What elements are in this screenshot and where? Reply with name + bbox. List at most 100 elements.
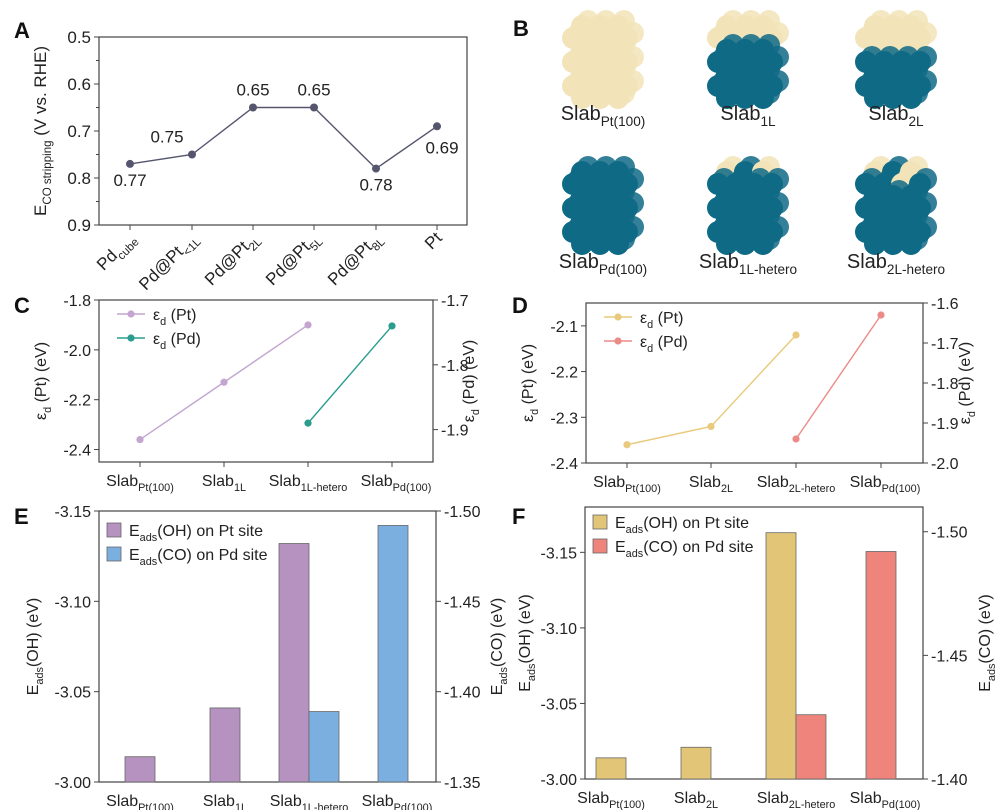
y-right-axis-label: Eads(CO) (eV) (977, 594, 996, 692)
y-right-tick-label: -1.9 (931, 416, 959, 433)
slab-structure (855, 10, 937, 109)
y-left-tick-label: -2.4 (550, 456, 578, 473)
y-right-tick-label: -1.45 (444, 594, 481, 611)
y-left-tick-label: -3.00 (55, 775, 92, 792)
x-tick-label: Slab1L (202, 473, 246, 494)
slab-structure (707, 156, 789, 255)
panel-a: 0.5 0.6 0.7 0.8 0.9 ECO stripping (V vs. RHE)… (31, 28, 468, 297)
legend-marker (614, 337, 622, 345)
y-left-tick-label: -2.4 (63, 443, 91, 460)
y-right-tick-label: -1.50 (444, 504, 481, 521)
x-tick-label: Slab1L-hetero (269, 473, 348, 494)
data-point (388, 322, 396, 330)
panel-letter: E (14, 504, 29, 529)
slab-structure (855, 156, 937, 255)
x-tick-label: Slab2L-hetero (757, 790, 836, 810)
panel-e: -3.15 -3.10 -3.05 -3.00 -1.50 -1.45 -1.40 -1.35… (25, 504, 510, 810)
pd-atom (734, 233, 756, 255)
series-line (795, 314, 882, 440)
structure-label: Slab2L-hetero (847, 251, 945, 277)
pd-atom (571, 233, 593, 255)
y-left-tick-label: -3.10 (55, 594, 92, 611)
x-tick-label: Pdcube (93, 228, 142, 277)
y-left-tick-label: -2.0 (63, 343, 91, 360)
legend-swatch (106, 546, 122, 562)
legend-label: εd (Pt) (153, 307, 196, 328)
x-tick-label: SlabPt(100) (106, 793, 174, 810)
legend-marker (614, 313, 622, 321)
pd-atom (589, 233, 611, 255)
panel-d: -2.1 -2.2 -2.3 -2.4 -1.6 -1.7 -1.8 -1.9 -2.0 εd (… (520, 296, 978, 495)
data-point (136, 435, 144, 444)
panel-letter: D (512, 293, 528, 318)
legend-label: Eads(OH) on Pt site (129, 523, 263, 544)
slab-structure (707, 10, 789, 109)
data-point (792, 435, 800, 443)
data-point (433, 122, 441, 131)
series-line (129, 106, 438, 170)
y-right-axis-label: εd (Pd) (eV) (957, 342, 978, 425)
x-tick-label: SlabPd(100) (850, 790, 921, 810)
data-label: 0.69 (425, 138, 458, 157)
panel-b: SlabPt(100) Slab1L Slab2L SlabPd(100) Slab1L… (559, 10, 945, 277)
data-label: 0.77 (113, 171, 146, 190)
pd-atom (864, 233, 886, 255)
legend-label: εd (Pd) (153, 331, 201, 352)
x-tick-label: Slab1L-hetero (270, 793, 349, 810)
x-tick-label: Slab2L (674, 790, 718, 810)
bar (765, 532, 797, 780)
data-point (126, 159, 134, 168)
pd-atom (900, 233, 922, 255)
pd-atom (716, 233, 738, 255)
y-right-tick-label: -1.8 (441, 358, 469, 375)
x-tick-label: Slab1L (203, 793, 247, 810)
pd-atom (752, 87, 774, 109)
y-right-tick-label: -1.6 (931, 296, 959, 313)
bar (209, 707, 241, 783)
x-tick-label: Pd@Pt2L (201, 228, 265, 292)
panel-letter: B (513, 16, 529, 41)
data-point (623, 441, 631, 449)
data-point (220, 378, 228, 386)
panel-c: -1.8 -2.0 -2.2 -2.4 -1.7 -1.8 -1.9 εd (Pt) (eV)… (33, 293, 482, 494)
bar (124, 756, 156, 783)
x-tick-label: Slab2L-hetero (757, 474, 836, 495)
y-left-tick-label: -2.2 (63, 393, 91, 410)
pd-atom (752, 233, 774, 255)
x-tick-label: Pd@Pt<1L (135, 228, 204, 297)
data-point (372, 164, 380, 173)
pd-atom (882, 87, 904, 109)
y-right-tick-label: -1.7 (931, 336, 959, 353)
y-left-axis-label: εd (Pt) (eV) (33, 342, 54, 420)
plot-frame (98, 510, 437, 783)
pt-atom (607, 87, 629, 109)
legend-label: Eads(OH) on Pt site (615, 515, 749, 536)
y-tick-label: 0.5 (67, 28, 91, 47)
slab-structure (562, 156, 644, 255)
y-tick-label: 0.7 (67, 122, 91, 141)
legend-label: Eads(CO) on Pd site (129, 547, 268, 568)
y-right-tick-label: -1.45 (931, 648, 968, 665)
y-left-tick-label: -2.3 (550, 410, 578, 427)
x-tick-label: Slab2L (689, 474, 733, 495)
pd-atom (716, 87, 738, 109)
y-left-tick-label: -3.05 (55, 685, 92, 702)
legend-swatch (106, 522, 122, 538)
plot-frame (584, 506, 924, 780)
bar (377, 525, 409, 783)
structure-label: SlabPd(100) (559, 251, 647, 277)
bar (795, 714, 827, 780)
data-point (304, 321, 312, 329)
x-tick-label: SlabPt(100) (577, 790, 645, 810)
legend-marker (127, 310, 135, 318)
structure-label: SlabPt(100) (561, 103, 646, 129)
x-tick-label: Pd@Pt8L (324, 228, 388, 292)
panel-letter: A (14, 18, 30, 43)
x-tick-label: SlabPt(100) (106, 473, 174, 494)
pd-atom (734, 87, 756, 109)
data-label: 0.75 (150, 128, 183, 147)
x-tick-label: SlabPd(100) (850, 474, 921, 495)
y-left-tick-label: -1.8 (63, 293, 91, 310)
data-point (304, 419, 312, 427)
y-left-tick-label: -2.1 (550, 319, 578, 336)
